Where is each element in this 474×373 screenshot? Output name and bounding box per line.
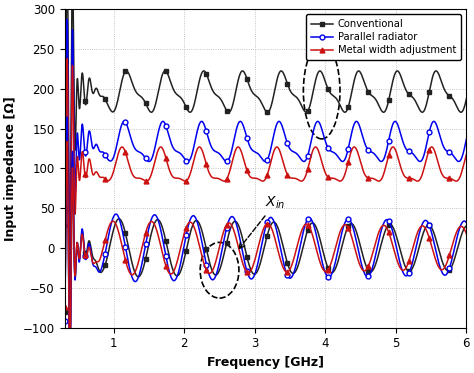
Conventional [132,88,138,93]
Metal width adjustment [132,175,138,180]
Metal width adjustment [415,179,421,183]
Conventional [415,105,421,109]
Text: $X_{in}$: $X_{in}$ [239,195,286,248]
Y-axis label: Input impedance [Ω]: Input impedance [Ω] [4,96,17,241]
Parallel radiator [108,159,114,163]
Parallel radiator [64,17,70,22]
Metal width adjustment [217,177,223,182]
Parallel radiator [467,124,473,128]
Parallel radiator [235,123,241,127]
Conventional [64,7,69,12]
Line: Conventional: Conventional [62,7,472,262]
Legend: Conventional, Parallel radiator, Metal width adjustment: Conventional, Parallel radiator, Metal w… [306,14,461,60]
Text: $R_{in}$: $R_{in}$ [342,21,384,48]
Parallel radiator [132,147,138,151]
Conventional [459,110,465,114]
Metal width adjustment [459,169,465,173]
Line: Parallel radiator: Parallel radiator [62,17,472,298]
Metal width adjustment [235,145,241,149]
Parallel radiator [415,158,421,163]
Metal width adjustment [108,176,114,180]
Metal width adjustment [67,300,73,304]
Line: Metal width adjustment: Metal width adjustment [62,56,472,304]
Parallel radiator [67,294,73,298]
Parallel radiator [459,155,465,160]
Parallel radiator [217,152,223,157]
Metal width adjustment [64,57,70,61]
Conventional [217,96,223,101]
Conventional [62,161,67,165]
X-axis label: Frequency [GHz]: Frequency [GHz] [207,356,324,369]
Metal width adjustment [62,222,67,227]
Conventional [108,109,114,113]
Conventional [235,80,241,85]
Conventional [67,258,73,262]
Conventional [467,81,473,86]
Metal width adjustment [467,145,473,150]
Parallel radiator [62,207,67,211]
